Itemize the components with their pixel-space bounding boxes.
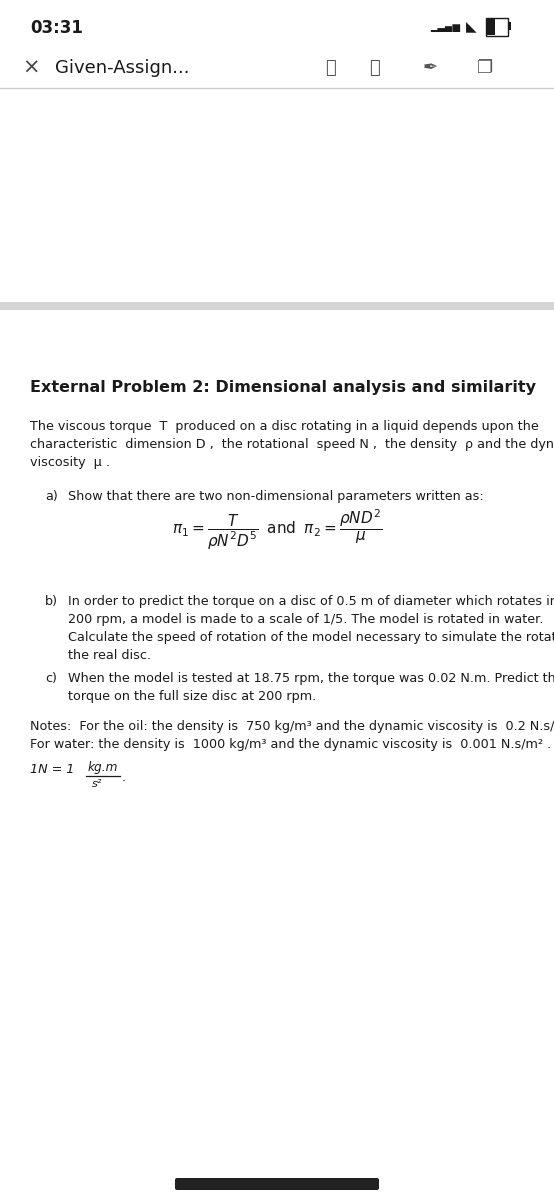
Text: s²: s² — [92, 779, 102, 790]
Text: characteristic  dimension D ,  the rotational  speed N ,  the density  ρ and the: characteristic dimension D , the rotatio… — [30, 438, 554, 451]
Text: a): a) — [45, 490, 58, 503]
Text: $\pi_1 = \dfrac{T}{\rho N^2 D^5}$$\;\; \mathrm{and} \;\;$$\pi_2 = \dfrac{\rho N : $\pi_1 = \dfrac{T}{\rho N^2 D^5}$$\;\; \… — [172, 508, 382, 552]
Text: ⌕: ⌕ — [325, 59, 335, 77]
Text: b): b) — [45, 595, 58, 608]
Bar — [487, 19, 495, 35]
Text: ▁▂▃▄: ▁▂▃▄ — [430, 19, 460, 32]
Text: torque on the full size disc at 200 rpm.: torque on the full size disc at 200 rpm. — [68, 690, 316, 703]
Text: the real disc.: the real disc. — [68, 649, 151, 662]
Text: ◣: ◣ — [466, 19, 476, 32]
Text: When the model is tested at 18.75 rpm, the torque was 0.02 N.m. Predict the: When the model is tested at 18.75 rpm, t… — [68, 672, 554, 685]
Text: External Problem 2: Dimensional analysis and similarity: External Problem 2: Dimensional analysis… — [30, 380, 536, 395]
Text: ×: × — [22, 58, 39, 78]
Bar — [486, 18, 508, 36]
Text: Notes:  For the oil: the density is  750 kg/m³ and the dynamic viscosity is  0.2: Notes: For the oil: the density is 750 k… — [30, 720, 554, 733]
Text: Show that there are two non-dimensional parameters written as:: Show that there are two non-dimensional … — [68, 490, 484, 503]
Text: ✒: ✒ — [423, 59, 438, 77]
Text: kg.m: kg.m — [88, 761, 119, 774]
Text: The viscous torque  T  produced on a disc rotating in a liquid depends upon the: The viscous torque T produced on a disc … — [30, 420, 538, 433]
Text: In order to predict the torque on a disc of 0.5 m of diameter which rotates in o: In order to predict the torque on a disc… — [68, 595, 554, 608]
Bar — [0, 302, 554, 310]
Text: 03:31: 03:31 — [30, 19, 83, 37]
Text: ⤒: ⤒ — [370, 59, 381, 77]
Text: viscosity  μ .: viscosity μ . — [30, 456, 110, 469]
Text: .: . — [122, 770, 126, 784]
Text: 200 rpm, a model is made to a scale of 1/5. The model is rotated in water.: 200 rpm, a model is made to a scale of 1… — [68, 613, 543, 626]
Text: For water: the density is  1000 kg/m³ and the dynamic viscosity is  0.001 N.s/m²: For water: the density is 1000 kg/m³ and… — [30, 738, 551, 751]
Text: Calculate the speed of rotation of the model necessary to simulate the rotation : Calculate the speed of rotation of the m… — [68, 631, 554, 644]
Text: ❐: ❐ — [477, 59, 493, 77]
Bar — [508, 22, 511, 30]
Text: c): c) — [45, 672, 57, 685]
Text: 1N = 1: 1N = 1 — [30, 763, 74, 776]
FancyBboxPatch shape — [175, 1178, 379, 1190]
Text: Given-Assign...: Given-Assign... — [55, 59, 189, 77]
